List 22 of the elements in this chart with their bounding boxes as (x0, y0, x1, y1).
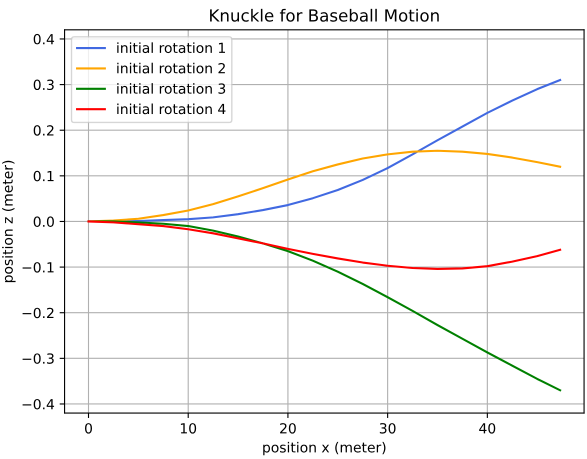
y-tick-label: 0.0 (34, 216, 54, 227)
y-tick-label: 0.1 (34, 170, 54, 182)
legend-label: initial rotation 1 (117, 42, 225, 54)
x-tick-label: 0 (85, 423, 92, 434)
x-tick-label: 40 (479, 423, 496, 434)
y-tick-label: 0.3 (34, 80, 54, 90)
line-series (87, 220, 562, 270)
x-tick-label: 20 (280, 423, 296, 434)
legend-label: initial rotation 3 (117, 83, 226, 94)
y-tick-label: −0.4 (22, 398, 54, 410)
y-tick-label: −0.3 (22, 353, 54, 364)
x-axis-title: position x (meter) (263, 442, 386, 456)
chart-title: Knuckle for Baseball Motion (210, 8, 439, 22)
x-tick-label: 30 (380, 423, 396, 434)
y-tick-label: 0.4 (34, 34, 54, 44)
x-tick-label: 10 (180, 423, 196, 434)
legend-label: initial rotation 4 (117, 103, 226, 114)
legend-label: initial rotation 2 (117, 62, 225, 74)
y-tick-label: −0.2 (22, 308, 54, 318)
y-tick-label: −0.1 (22, 262, 54, 273)
y-axis-title: position z (meter) (2, 160, 16, 282)
y-tick-label: 0.2 (34, 125, 54, 136)
